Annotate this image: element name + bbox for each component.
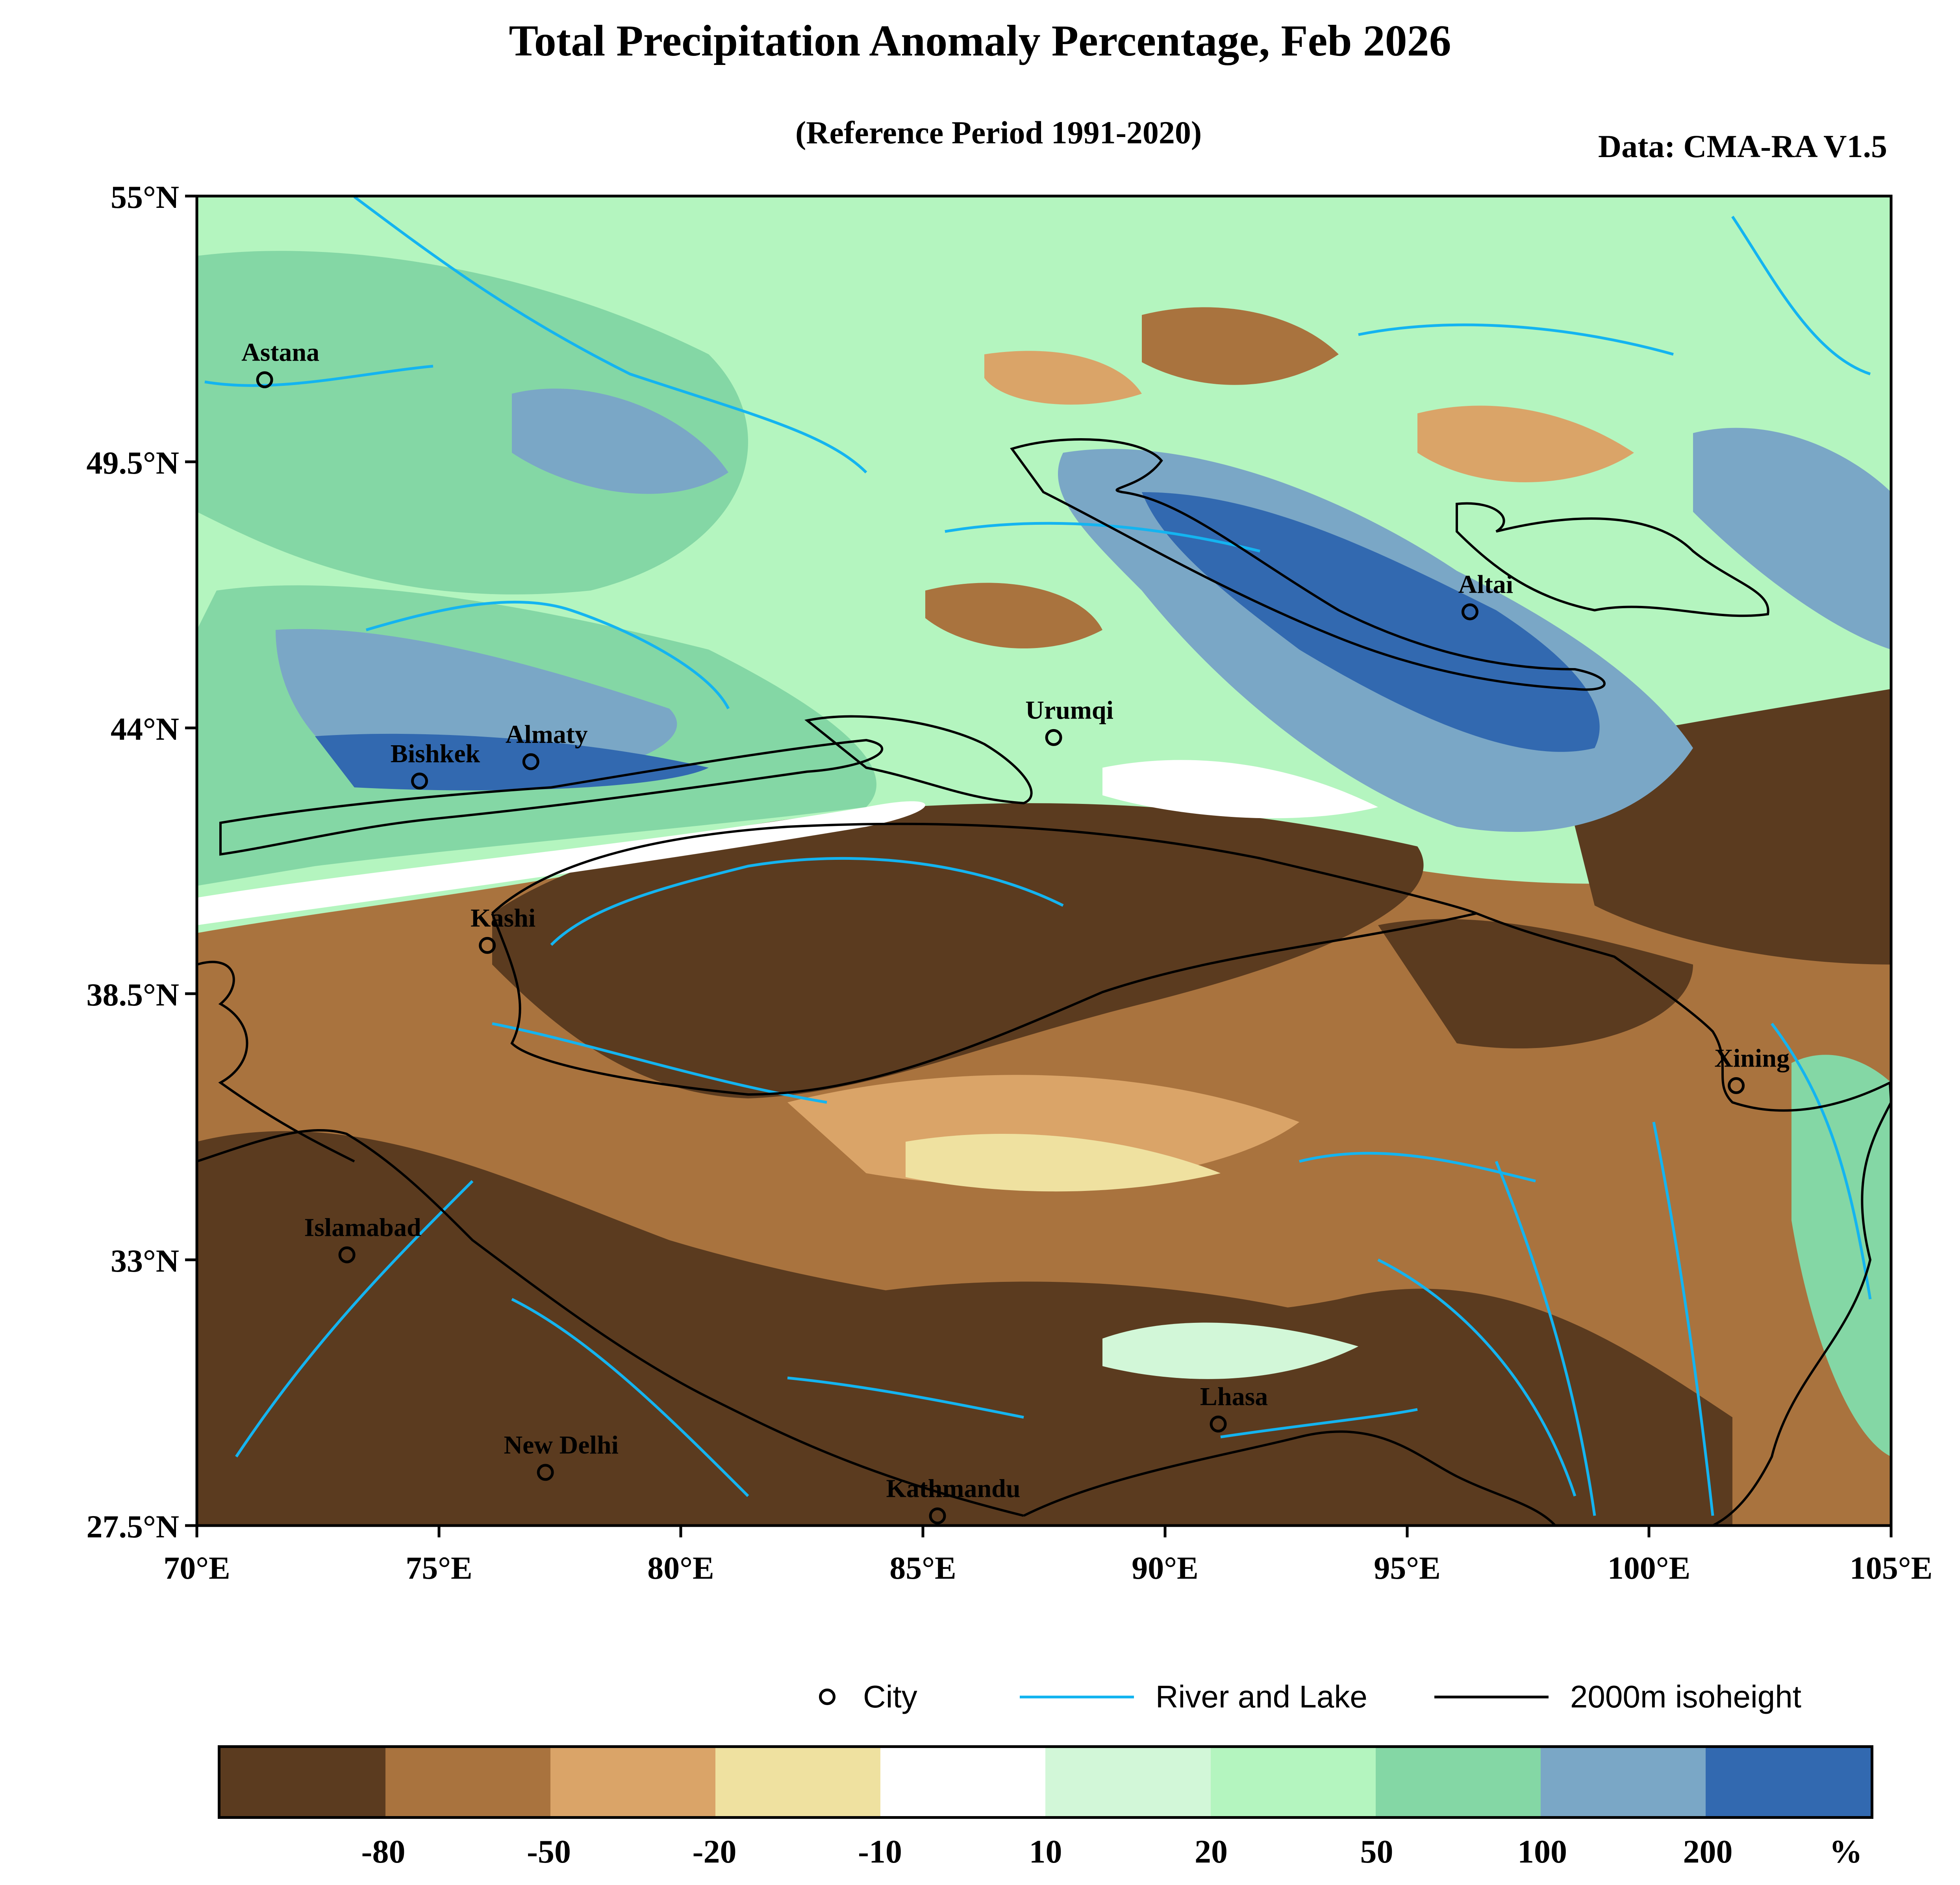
city-label: Kashi (471, 904, 535, 932)
city-marker-icon (537, 1464, 554, 1481)
river-line-icon (1019, 1695, 1134, 1698)
legend-isoheight-label: 2000m isoheight (1570, 1679, 1801, 1714)
city-label: Lhasa (1200, 1382, 1268, 1411)
city-label: Bishkek (391, 739, 480, 768)
legend-river-label: River and Lake (1155, 1679, 1367, 1714)
colorbar-tick-label: -80 (361, 1833, 406, 1870)
legend: City River and Lake 2000m isoheight (819, 1677, 1801, 1716)
legend-city-label: City (863, 1679, 917, 1714)
isoheight-2000m (197, 438, 1891, 1526)
city-circle-icon (819, 1689, 836, 1705)
lat-tick-label: 27.5°N (86, 1509, 179, 1544)
colorbar-cell (1705, 1748, 1871, 1816)
colorbar-cell (715, 1748, 881, 1816)
colorbar-cell (1375, 1748, 1541, 1816)
colorbar (218, 1745, 1873, 1819)
colorbar-cell (880, 1748, 1046, 1816)
lon-tick-label: 95°E (1374, 1550, 1441, 1586)
isoheight-line-icon (1434, 1695, 1549, 1698)
colorbar-cell (385, 1748, 551, 1816)
city-label: Astana (241, 338, 319, 367)
city-label: Altai (1458, 570, 1513, 599)
city-label: New Delhi (504, 1431, 618, 1459)
lat-tick-label: 44°N (111, 711, 179, 747)
city-marker-icon (256, 371, 273, 389)
city-marker-icon (1210, 1415, 1227, 1433)
city-marker-icon (1461, 603, 1478, 620)
city-label: Kathmandu (886, 1474, 1020, 1503)
colorbar-tick-label: 200 (1683, 1833, 1733, 1870)
city-label: Islamabad (304, 1213, 421, 1242)
axis-ticks (185, 194, 1893, 1537)
legend-isoheight: 2000m isoheight (1434, 1679, 1801, 1715)
colorbar-tick-label: -20 (692, 1833, 737, 1870)
colorbar-unit: % (1829, 1833, 1862, 1870)
lat-tick-label: 33°N (111, 1243, 179, 1279)
colorbar-tick-label: 50 (1360, 1833, 1393, 1870)
map-subtitle: (Reference Period 1991-2020) (795, 115, 1202, 150)
map-title: Total Precipitation Anomaly Percentage, … (509, 17, 1451, 65)
lon-tick-label: 100°E (1608, 1550, 1691, 1586)
lat-tick-label: 49.5°N (86, 445, 179, 481)
colorbar-cell (1210, 1748, 1376, 1816)
city-marker-icon (1728, 1077, 1745, 1094)
anomaly-field (197, 196, 1891, 1526)
city-marker-icon (929, 1507, 946, 1524)
colorbar-cell (220, 1748, 386, 1816)
colorbar-cell (1540, 1748, 1706, 1816)
city-markers: Astana Almaty Bishkek Urumqi Altai Kashi Xinin… (241, 338, 1790, 1524)
data-source: Data: CMA-RA V1.5 (1598, 128, 1887, 164)
lon-tick-label: 75°E (406, 1550, 472, 1586)
colorbar-tick-label: 100 (1517, 1833, 1567, 1870)
legend-river: River and Lake (1019, 1679, 1367, 1715)
city-label: Almaty (506, 720, 588, 749)
lon-tick-label: 90°E (1132, 1550, 1199, 1586)
city-marker-icon (338, 1246, 356, 1263)
city-marker-icon (479, 937, 496, 954)
map-frame (195, 194, 1893, 1527)
lon-tick-label: 70°E (163, 1550, 230, 1586)
lon-tick-label: 80°E (647, 1550, 714, 1586)
colorbar-tick-label: 20 (1195, 1833, 1228, 1870)
colorbar-tick-label: -10 (858, 1833, 902, 1870)
city-label: Xining (1714, 1044, 1790, 1073)
city-marker-icon (411, 772, 428, 790)
colorbar-cell (1045, 1748, 1211, 1816)
colorbar-cell (550, 1748, 716, 1816)
colorbar-tick-label: 10 (1029, 1833, 1062, 1870)
legend-city: City (819, 1679, 917, 1715)
lat-tick-label: 38.5°N (86, 977, 179, 1013)
lat-tick-label: 55°N (111, 179, 179, 215)
rivers-and-lakes (204, 196, 1872, 1516)
lon-tick-label: 85°E (889, 1550, 956, 1586)
lon-tick-label: 105°E (1850, 1550, 1933, 1586)
city-marker-icon (1045, 729, 1062, 746)
colorbar-tick-label: -50 (527, 1833, 571, 1870)
city-marker-icon (522, 753, 539, 770)
city-label: Urumqi (1025, 696, 1113, 724)
